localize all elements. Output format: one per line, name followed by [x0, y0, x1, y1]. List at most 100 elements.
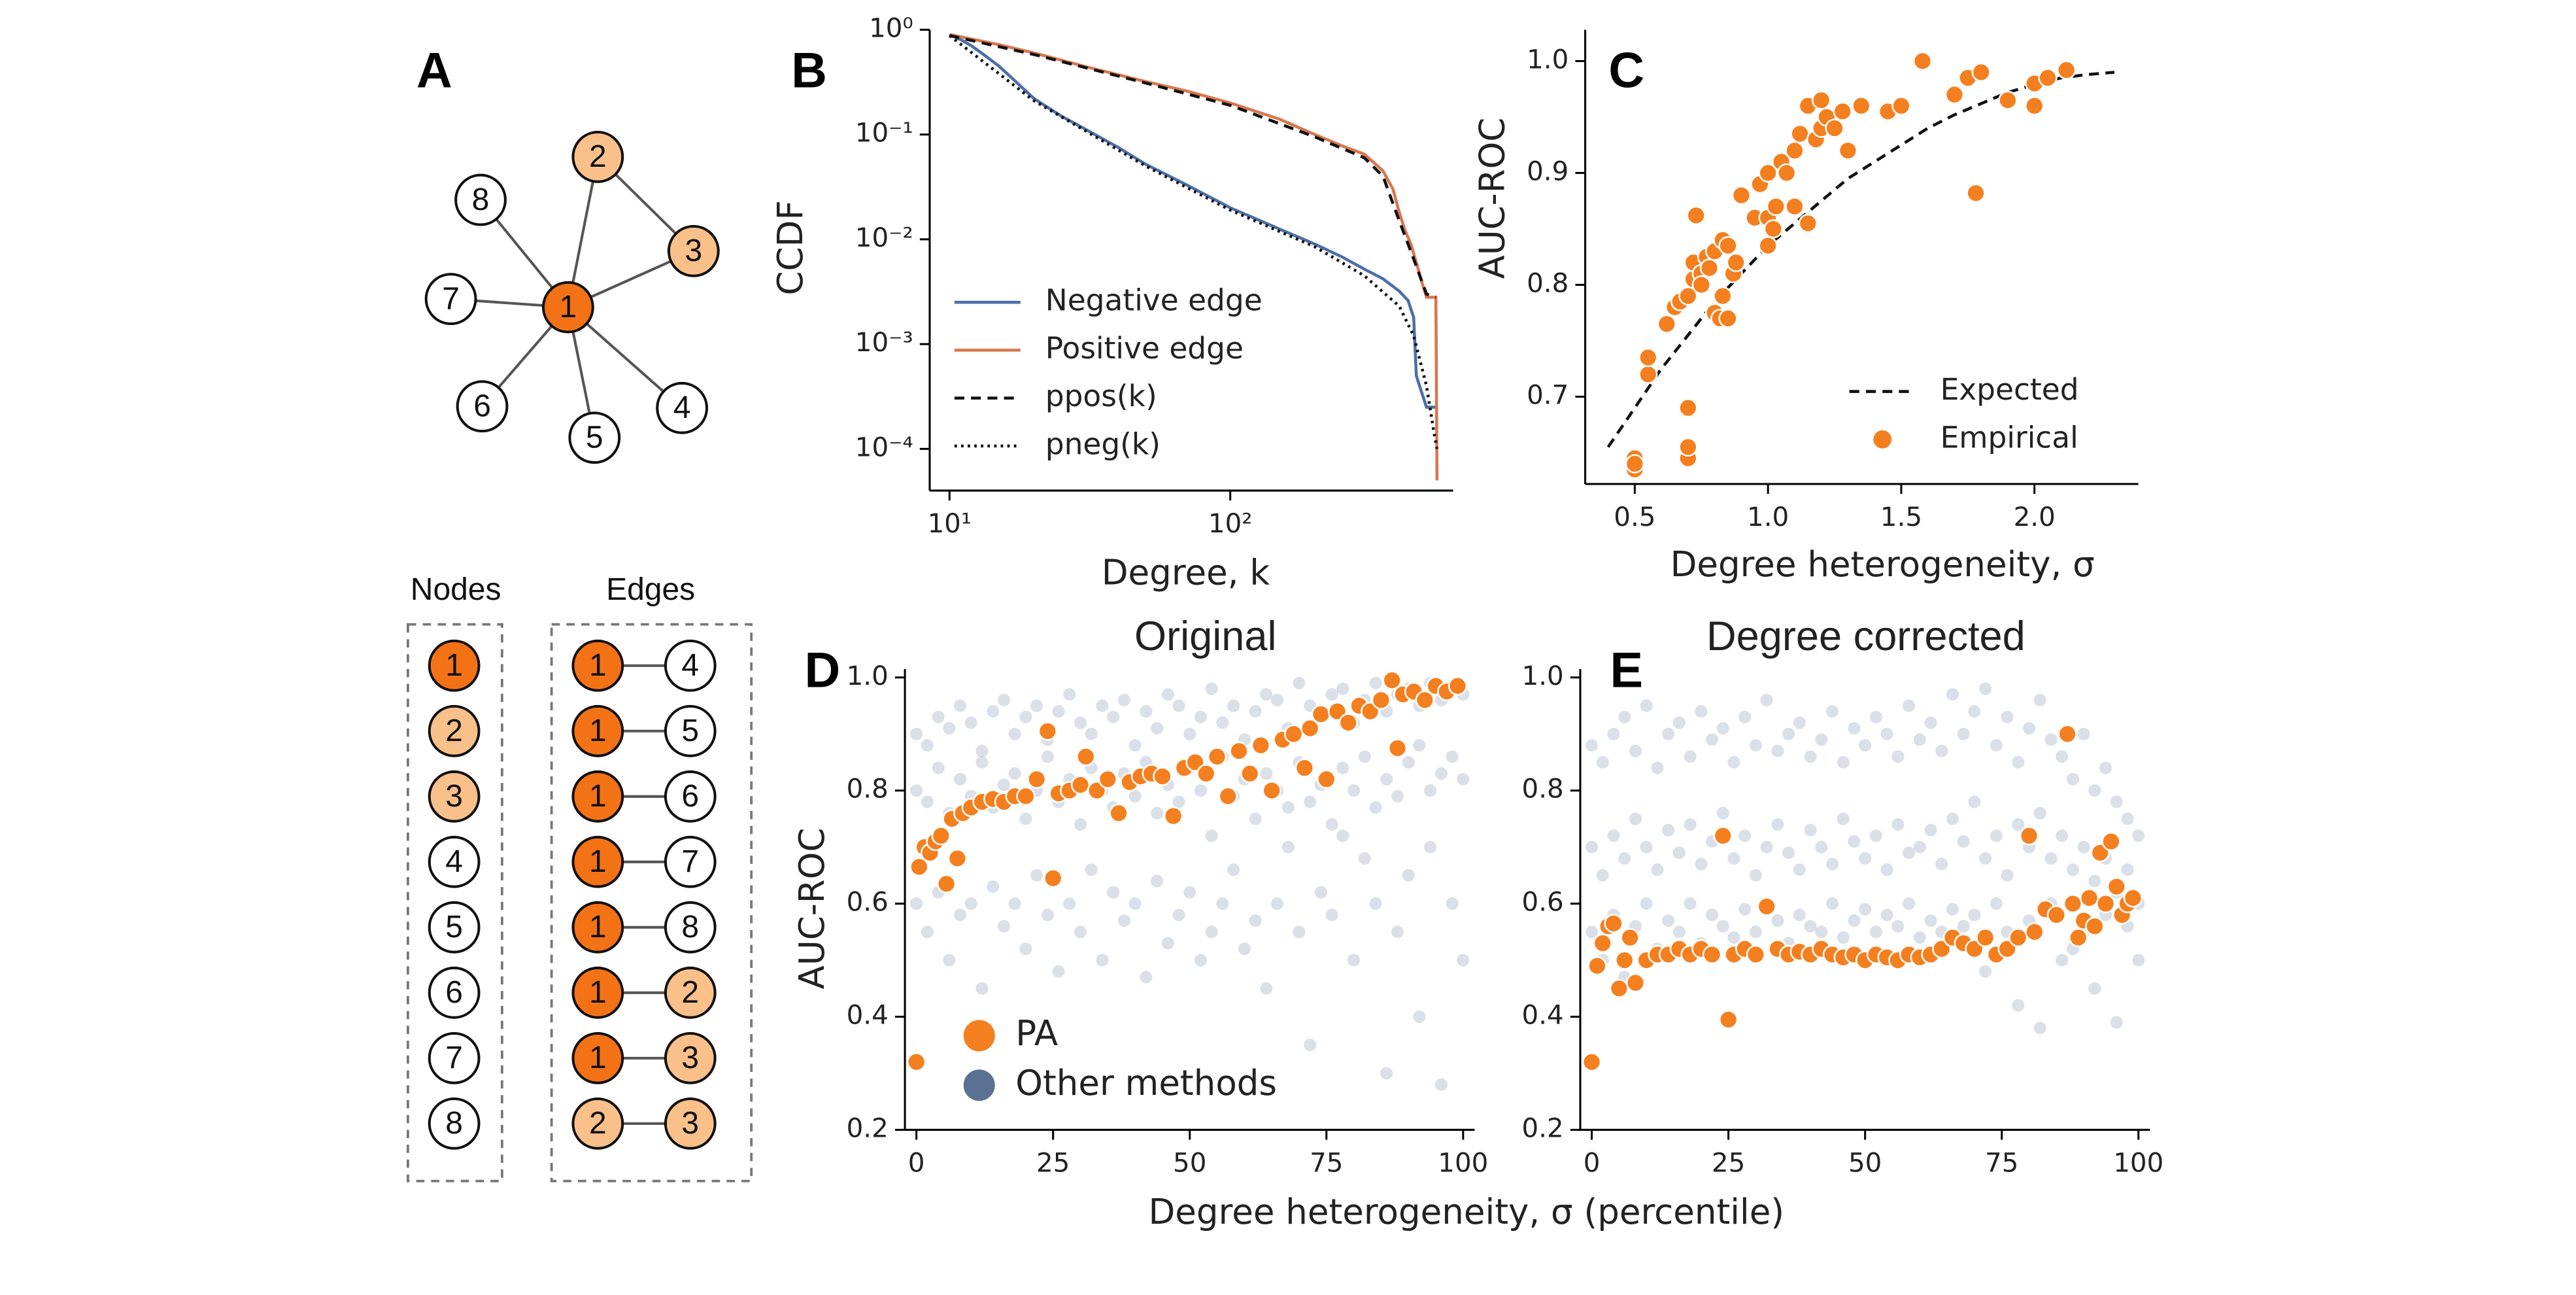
faded-point: [1924, 716, 1937, 729]
panel-label: D: [804, 642, 840, 698]
faded-point: [997, 778, 1011, 791]
faded-point: [1270, 693, 1284, 706]
faded-point: [953, 699, 967, 712]
point: [1070, 775, 1091, 795]
node-circle: [664, 704, 717, 757]
point: [1295, 758, 1314, 778]
faded-point: [953, 772, 967, 786]
point: [1229, 741, 1249, 761]
node-label: 8: [472, 182, 490, 217]
faded-point: [1815, 840, 1828, 854]
panel-label: B: [791, 43, 827, 99]
faded-point: [1825, 857, 1839, 871]
faded-point: [1424, 784, 1437, 797]
point: [1448, 676, 1468, 696]
faded-point: [1891, 920, 1905, 933]
faded-point: [1249, 705, 1262, 718]
point: [1838, 141, 1858, 160]
faded-point: [2056, 954, 2069, 967]
legend-label: pneg(k): [1045, 426, 1161, 461]
faded-point: [2022, 722, 2036, 735]
node-label: 2: [445, 714, 463, 748]
faded-point: [1325, 908, 1338, 922]
faded-point: [2121, 812, 2134, 825]
node-circle: [428, 835, 481, 888]
point: [1702, 944, 1722, 965]
faded-point: [1749, 925, 1763, 939]
point: [906, 1052, 926, 1072]
faded-point: [1293, 676, 1306, 690]
node-circle: [664, 639, 717, 692]
panel-label: C: [1608, 43, 1644, 99]
x-tick-label: 10²: [1208, 508, 1253, 539]
faded-point: [1957, 920, 1970, 933]
node-circle: [428, 1031, 481, 1084]
faded-point: [2110, 795, 2123, 808]
faded-point: [953, 908, 967, 922]
series-line: [949, 34, 1436, 299]
faded-point: [1749, 869, 1763, 882]
faded-point: [1782, 846, 1795, 859]
node-label: 6: [473, 389, 491, 423]
x-tick-label: 25: [1712, 1147, 1745, 1178]
y-tick-label: 1.0: [847, 660, 889, 691]
point: [1038, 721, 1057, 741]
x-tick-label: 2.0: [2014, 501, 2056, 532]
node-circle: [667, 224, 720, 277]
faded-point: [1293, 925, 1306, 939]
faded-point: [1651, 863, 1664, 876]
point: [2046, 905, 2066, 925]
faded-point: [1815, 925, 1828, 939]
faded-point: [1793, 863, 1806, 876]
faded-point: [2088, 874, 2101, 888]
point: [1593, 933, 1612, 953]
faded-point: [1336, 829, 1349, 842]
faded-point: [1825, 897, 1839, 910]
faded-point: [1434, 1078, 1448, 1091]
legend-swatch: [962, 1018, 997, 1054]
node-label: 7: [681, 844, 699, 879]
faded-point: [1402, 755, 1415, 769]
faded-point: [1107, 886, 1120, 899]
faded-point: [943, 954, 956, 967]
faded-point: [1705, 733, 1719, 746]
point: [1998, 90, 2018, 110]
point: [947, 848, 968, 869]
point: [1196, 764, 1216, 784]
faded-point: [1358, 852, 1371, 865]
node-circle: [428, 901, 481, 954]
node-circle: [428, 770, 481, 823]
node-label: 3: [685, 233, 702, 268]
point: [1718, 235, 1738, 256]
faded-point: [932, 710, 945, 723]
node-label: 4: [445, 844, 463, 879]
faded-point: [1760, 693, 1773, 706]
faded-point: [1640, 897, 1653, 910]
faded-point: [1825, 705, 1839, 718]
legend-label: ppos(k): [1045, 379, 1157, 413]
point: [2069, 927, 2088, 948]
legend-label: PA: [1015, 1013, 1058, 1054]
point: [1625, 973, 1646, 993]
faded-point: [1216, 897, 1229, 910]
faded-point: [1957, 835, 1970, 848]
faded-point: [1684, 897, 1697, 910]
point: [1812, 90, 1831, 110]
x-tick-label: 0: [1584, 1147, 1601, 1178]
faded-point: [1369, 801, 1382, 814]
point: [1638, 364, 1658, 384]
faded-point: [2056, 829, 2069, 842]
point: [2063, 893, 2083, 914]
y-tick-label: 0.2: [1522, 1112, 1564, 1143]
point: [1686, 205, 1706, 226]
faded-point: [1618, 852, 1631, 865]
faded-point: [1150, 806, 1164, 820]
legend-label: Other methods: [1015, 1063, 1277, 1103]
faded-point: [964, 897, 977, 910]
y-tick-label: 0.8: [847, 773, 889, 804]
faded-point: [1128, 789, 1142, 803]
point: [1026, 769, 1047, 789]
point: [1718, 1010, 1738, 1029]
faded-point: [1347, 954, 1361, 967]
